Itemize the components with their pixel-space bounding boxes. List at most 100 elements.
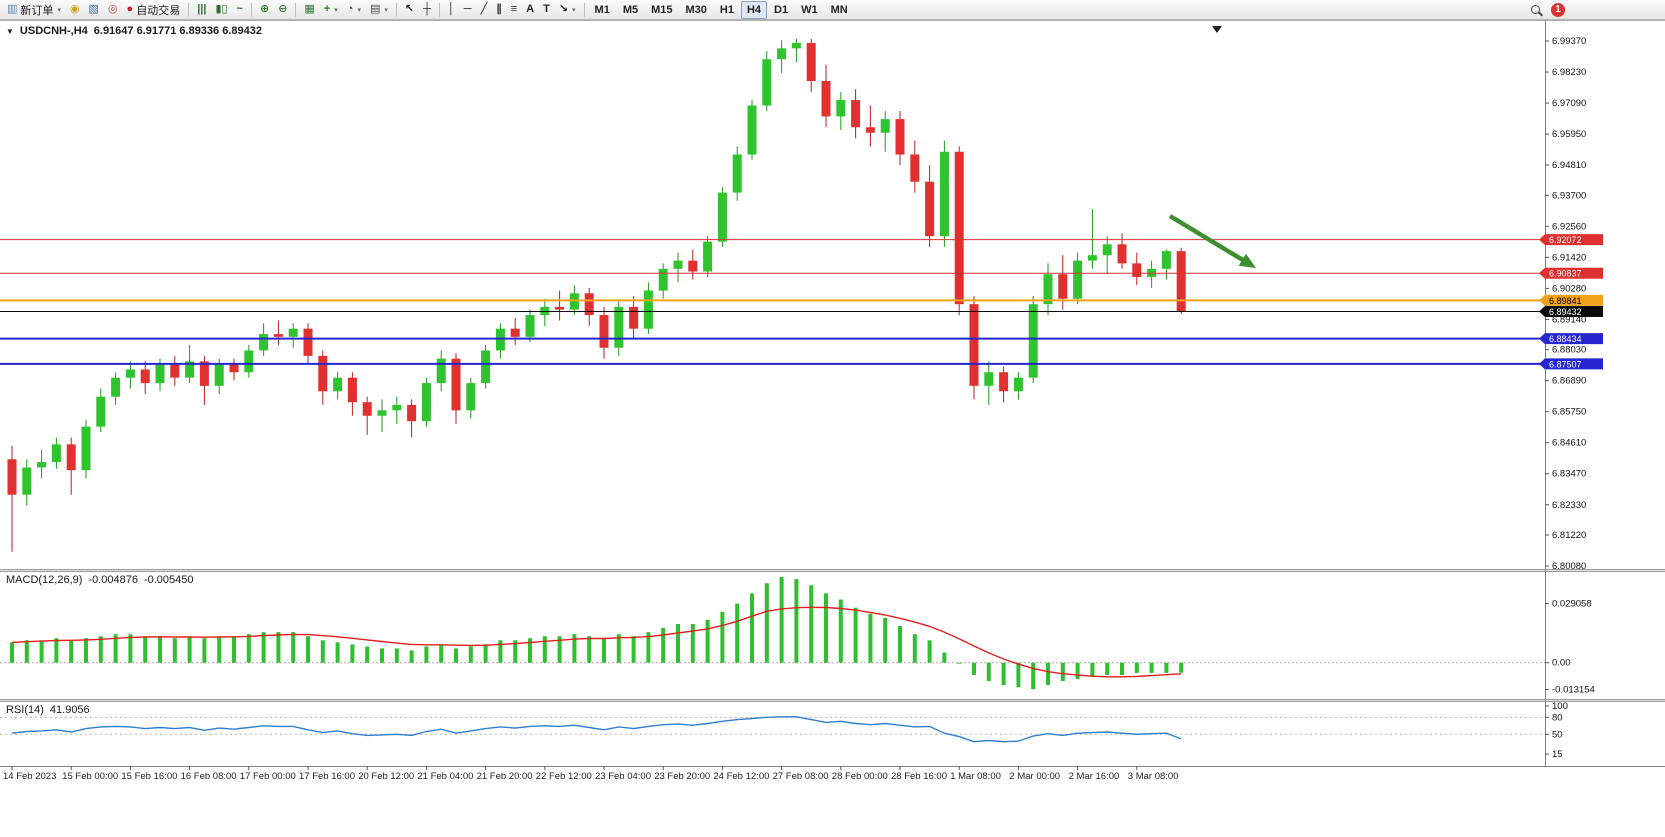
indicators-button[interactable]: + ▾ [320, 1, 342, 19]
tf-d1-button[interactable]: D1 [768, 1, 794, 19]
tf-m5-button[interactable]: M5 [617, 1, 644, 19]
svg-text:100: 100 [1552, 701, 1568, 712]
label-icon: T [543, 3, 550, 15]
svg-text:6.80080: 6.80080 [1552, 561, 1586, 572]
community-icon: ◎ [107, 3, 118, 15]
svg-text:6.87507: 6.87507 [1549, 359, 1582, 369]
chart-canvas[interactable]: 14 Feb 2023 15 Feb 00:00 15 Feb 16:00 16 Fe… [0, 20, 1665, 837]
trend-arrow-annotation[interactable] [1168, 214, 1256, 268]
svg-text:6.97090: 6.97090 [1552, 98, 1586, 109]
trendline-button[interactable]: ╱ [477, 1, 492, 19]
horizontal-line-button[interactable]: ─ [460, 1, 476, 19]
tf-m30-button[interactable]: M30 [680, 1, 713, 19]
svg-text:6.89432: 6.89432 [1549, 307, 1582, 317]
panel-divider[interactable] [0, 699, 1665, 702]
tf-h1-button[interactable]: H1 [714, 1, 740, 19]
svg-text:6.88434: 6.88434 [1549, 334, 1582, 344]
indicators-icon: + [323, 3, 331, 15]
svg-text:22 Feb 12:00: 22 Feb 12:00 [536, 771, 592, 782]
candlestick-chart-button[interactable]: ▮▯ [211, 1, 231, 19]
svg-text:6.89140: 6.89140 [1552, 314, 1586, 325]
macd-value-signal: -0.005450 [143, 574, 194, 586]
new-order-button-label: 新订单 [20, 4, 54, 17]
rsi-name-label: RSI(14) [6, 704, 44, 716]
cursor-icon: ↖ [404, 3, 415, 15]
tf-m1-button-label: M1 [594, 3, 610, 16]
svg-text:50: 50 [1552, 729, 1563, 740]
label-button[interactable]: T [539, 1, 554, 19]
svg-text:28 Feb 16:00: 28 Feb 16:00 [891, 771, 947, 782]
tf-m15-button[interactable]: M15 [645, 1, 678, 19]
chart-title: ▼ USDCNH-,H4 6.91647 6.91771 6.89336 6.8… [6, 25, 262, 37]
tf-mn-button[interactable]: MN [825, 1, 854, 19]
toolbar-separator [295, 2, 297, 17]
medal-icon-icon: ◉ [69, 3, 80, 15]
cursor-button[interactable]: ↖ [401, 1, 418, 19]
rsi-indicator-label: RSI(14) 41.9056 [6, 704, 90, 716]
toolbar-separator [438, 2, 440, 17]
candlestick-chart-icon: ▮▯ [215, 3, 228, 15]
autotrading-button[interactable]: ● 自动交易 [123, 1, 185, 19]
text-button[interactable]: A [522, 1, 538, 19]
price-axis[interactable]: 6.99370 6.98230 6.97090 6.95950 6.94810 6.937… [1545, 20, 1595, 766]
horizontal-line-objects[interactable] [0, 239, 1545, 365]
chart-shift-marker[interactable] [1212, 26, 1222, 33]
crosshair-icon: ┼ [423, 3, 431, 15]
tf-h1-button-label: H1 [719, 3, 734, 16]
search-button[interactable] [1527, 1, 1544, 19]
svg-text:17 Feb 00:00: 17 Feb 00:00 [240, 771, 296, 782]
toolbar-separator [583, 2, 585, 17]
new-order-button[interactable]: ▥ 新订单 ▾ [3, 1, 65, 19]
line-chart-icon: ~ [236, 3, 243, 15]
chart-window-button[interactable]: ▧ [85, 1, 103, 19]
notification-badge[interactable]: 1 [1551, 2, 1565, 17]
tf-m5-button-label: M5 [622, 3, 639, 16]
macd-panel [0, 577, 1545, 690]
collapse-triangle-icon[interactable]: ▼ [6, 26, 14, 36]
svg-text:6.98230: 6.98230 [1552, 67, 1586, 78]
channel-icon: ∥ [496, 3, 502, 15]
svg-text:6.82330: 6.82330 [1552, 500, 1586, 511]
svg-text:6.88030: 6.88030 [1552, 345, 1586, 356]
tile-windows-button[interactable]: ▦ [300, 1, 318, 19]
tf-w1-button[interactable]: W1 [795, 1, 824, 19]
templates-icon: ▤ [369, 3, 381, 15]
line-chart-button[interactable]: ~ [233, 1, 247, 19]
dropdown-arrow-icon: ▾ [384, 6, 388, 14]
panel-divider[interactable] [0, 569, 1665, 572]
periods-button[interactable]: ◔ ▾ [343, 1, 365, 19]
channel-button[interactable]: ∥ [492, 1, 506, 19]
crosshair-button[interactable]: ┼ [419, 1, 435, 19]
ohlc-values-label: 6.91647 6.91771 6.89336 6.89432 [93, 25, 262, 37]
time-axis[interactable]: 14 Feb 2023 15 Feb 00:00 15 Feb 16:00 16 Fe… [0, 766, 1665, 782]
vertical-line-button[interactable]: │ [444, 1, 459, 19]
zoom-out-button[interactable]: ⊖ [274, 1, 291, 19]
tile-windows-icon: ▦ [304, 3, 315, 15]
tf-h4-button[interactable]: H4 [740, 0, 768, 19]
templates-button[interactable]: ▤ ▾ [366, 1, 392, 19]
svg-text:6.90280: 6.90280 [1552, 283, 1586, 294]
tf-m1-button[interactable]: M1 [589, 1, 616, 19]
svg-text:6.92072: 6.92072 [1549, 235, 1582, 245]
arrows-button[interactable]: ↘ ▾ [555, 1, 580, 19]
new-order-icon: ▥ [7, 3, 18, 15]
dropdown-arrow-icon: ▾ [357, 6, 361, 14]
svg-text:20 Feb 12:00: 20 Feb 12:00 [358, 771, 414, 782]
symbol-period-label: USDCNH-,H4 [19, 25, 88, 37]
fibonacci-button[interactable]: ≡ [507, 1, 521, 19]
tf-w1-button-label: W1 [801, 3, 818, 16]
svg-text:15 Feb 16:00: 15 Feb 16:00 [121, 771, 177, 782]
medal-icon-button[interactable]: ◉ [66, 1, 84, 19]
bar-chart-button[interactable]: ||| [193, 1, 210, 19]
svg-text:6.92560: 6.92560 [1552, 221, 1586, 232]
zoom-in-button[interactable]: ⊕ [256, 1, 273, 19]
svg-text:6.91420: 6.91420 [1552, 252, 1586, 263]
svg-text:2 Mar 16:00: 2 Mar 16:00 [1069, 771, 1120, 782]
community-button[interactable]: ◎ [104, 1, 122, 19]
macd-value-main: -0.004876 [88, 574, 138, 586]
svg-text:6.90837: 6.90837 [1549, 269, 1582, 279]
zoom-out-icon: ⊖ [278, 3, 288, 15]
svg-text:6.94810: 6.94810 [1552, 160, 1586, 171]
svg-text:2 Mar 00:00: 2 Mar 00:00 [1009, 771, 1060, 782]
